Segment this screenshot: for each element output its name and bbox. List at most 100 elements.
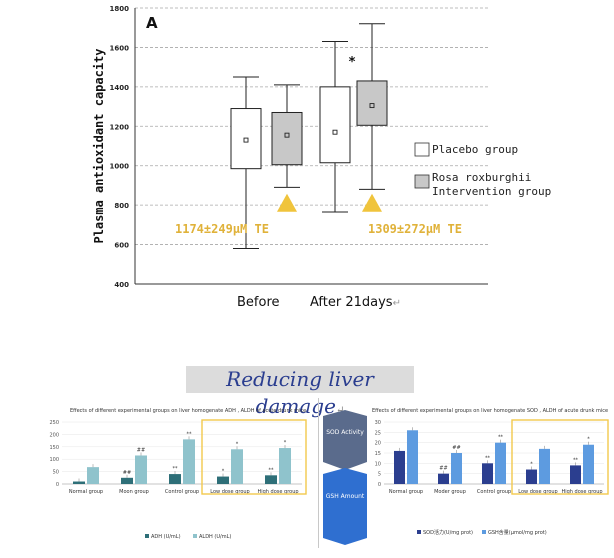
box (230, 108, 262, 170)
panel-left-title: Effects of different experimental groups… (70, 408, 307, 414)
y-tick-label: 1000 (110, 163, 130, 171)
y-tick-label: 10 (375, 461, 381, 467)
significance-marker: ** (173, 466, 179, 472)
legend-swatch (417, 530, 421, 534)
y-tick-label: 1200 (110, 123, 130, 131)
legend-rosa-label: Rosa roxburghii Intervention group (432, 171, 552, 198)
bar (73, 481, 85, 484)
y-tick-label: 15 (375, 451, 381, 457)
bar-chart-left: 0 50 100 150 200 250 Normal group Moon group ## #… (49, 419, 307, 540)
significance-marker: * (284, 440, 287, 446)
legend-label: SOD活力(U/mg prot) (423, 529, 473, 536)
x-tick-label: High dose group (561, 489, 602, 495)
significance-marker: ## (123, 470, 131, 476)
triangle-marker (277, 193, 297, 212)
legend-swatch (193, 534, 197, 538)
bar (451, 453, 462, 484)
significance-marker: ** (573, 457, 579, 463)
bar (394, 450, 405, 484)
y-tick-label: 400 (114, 281, 129, 289)
x-tick-label: High dose group (257, 489, 298, 495)
bar (135, 455, 147, 484)
sod-tag: SOD Activity (326, 429, 364, 436)
x-tick-label: Moder group (434, 489, 466, 495)
gsh-tag: GSH Amount (325, 493, 365, 500)
x-label-after: After 21days↵ (310, 295, 401, 310)
panel-label: A (146, 14, 158, 32)
y-tick-label: 30 (375, 420, 381, 426)
legend-swatch (145, 534, 149, 538)
y-tick-label: 20 (375, 441, 381, 447)
x-label-after-text: After 21days (310, 295, 393, 310)
x-tick-label: Moon group (119, 489, 149, 495)
significance-marker: ## (439, 466, 447, 472)
significance-marker: * (222, 469, 225, 475)
bar (265, 475, 277, 484)
gsh-tag-shape (323, 468, 367, 545)
significance-marker: ** (187, 431, 193, 437)
significance-marker: * (236, 441, 239, 447)
legend-label: ADH (U/mL) (151, 534, 181, 540)
sod-tag-shape (323, 410, 367, 470)
bar (482, 463, 493, 484)
significance-marker: ## (452, 445, 460, 451)
section-title-mark: ↵ (335, 405, 345, 416)
stat-before: 1174±249μM TE (175, 222, 269, 236)
x-tick-label: Normal group (389, 489, 423, 495)
box (271, 111, 303, 166)
y-tick-label: 150 (49, 445, 59, 451)
bar (495, 442, 506, 484)
bar (217, 476, 229, 484)
x-tick-label: Control group (165, 489, 199, 495)
y-tick-label: 800 (114, 202, 129, 210)
stat-after: 1309±272μM TE (368, 222, 462, 236)
y-tick-label: 250 (49, 420, 59, 426)
boxplot-chart: 400 600 800 1000 1200 1400 1600 1800 A Plasma ant… (92, 5, 488, 289)
y-tick-label: 1800 (110, 5, 130, 13)
y-tick-label: 600 (114, 242, 129, 250)
significance-marker: ** (485, 455, 491, 461)
bar (583, 444, 594, 484)
triangle-marker (362, 193, 382, 212)
legend-label: ALDH (U/mL) (199, 534, 231, 540)
bar (526, 469, 537, 484)
x-label-after-mark: ↵ (392, 298, 401, 309)
bar (407, 430, 418, 484)
y-tick-label: 100 (49, 457, 59, 463)
side-tags (323, 410, 367, 545)
legend-label: GSH含量(μmol/mg prot) (488, 529, 547, 536)
x-tick-label: Normal group (69, 489, 103, 495)
box (356, 80, 388, 126)
bar-chart-right: 0 5 10 15 20 25 30 Normal group Moder group ## ## C… (375, 419, 609, 536)
y-tick-label: 50 (53, 470, 59, 476)
legend-swatch-rosa (414, 174, 430, 189)
x-tick-label: Low dose group (210, 489, 249, 495)
section-title: Reducing liver damage↵ (186, 366, 414, 418)
y-tick-label: 5 (378, 472, 381, 478)
box (319, 86, 351, 164)
y-axis-label: Plasma antioxidant capacity (92, 48, 106, 243)
legend-swatch-placebo (414, 142, 430, 157)
bar (438, 473, 449, 484)
bar (570, 465, 581, 484)
mean-marker (243, 137, 249, 143)
bar (539, 448, 550, 484)
bar (231, 449, 243, 484)
significance-marker: ** (498, 435, 504, 441)
bar (87, 467, 99, 484)
panel-right-title: Effects of different experimental groups… (372, 408, 609, 414)
section-title-text: Reducing liver damage (226, 367, 374, 418)
bar (279, 448, 291, 484)
mean-marker (369, 103, 375, 109)
significance-marker: * (530, 462, 533, 468)
mean-marker (284, 132, 290, 138)
legend-placebo-label: Placebo group (432, 143, 519, 156)
x-tick-label: Low dose group (518, 489, 557, 495)
significance-marker: * (349, 55, 356, 70)
x-tick-label: Control group (477, 489, 511, 495)
significance-marker: ** (269, 467, 275, 473)
y-tick-label: 0 (56, 482, 59, 488)
legend-swatch (482, 530, 486, 534)
y-tick-label: 1400 (110, 84, 130, 92)
bar (121, 477, 133, 484)
